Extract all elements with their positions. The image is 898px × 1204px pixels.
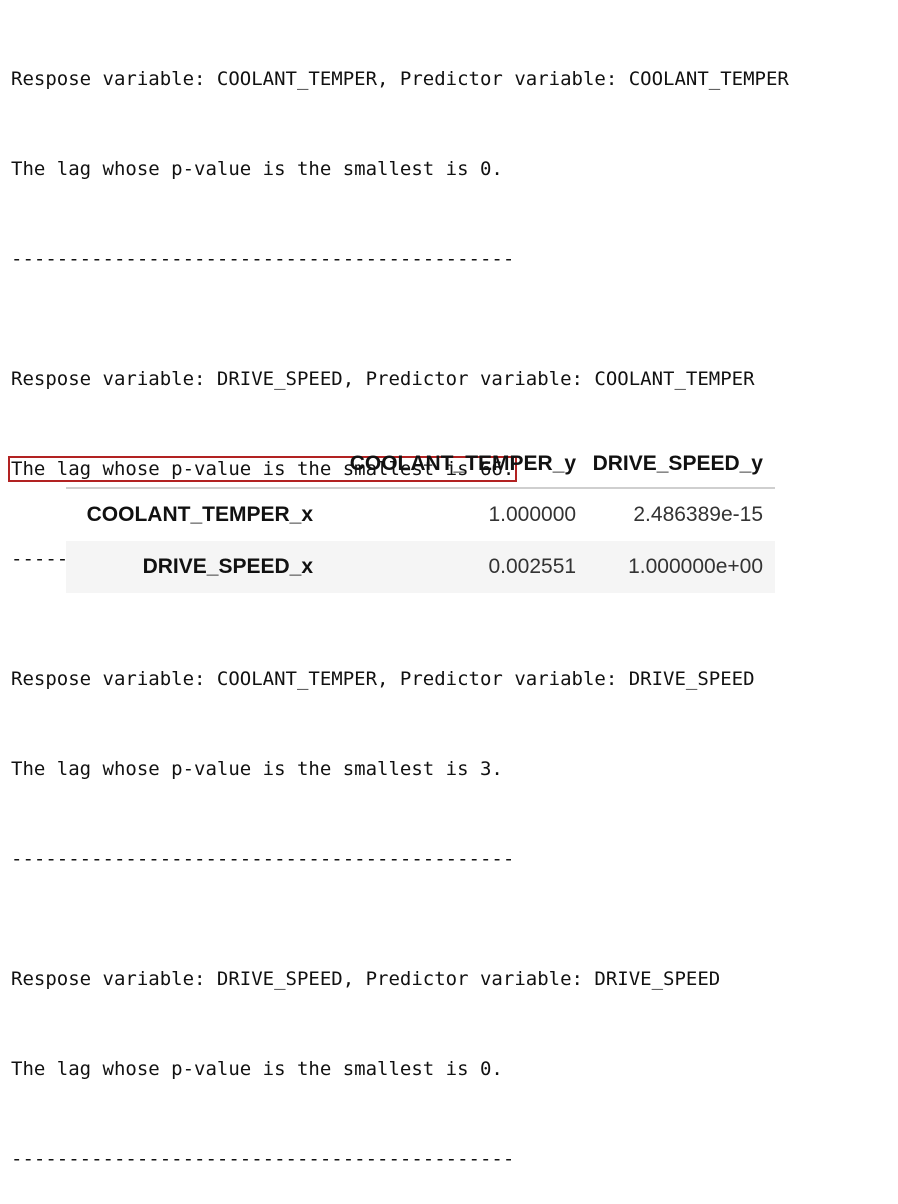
lag-line: The lag whose p-value is the smallest is… xyxy=(11,158,503,180)
dataframe-output: COOLANT_TEMPER_y DRIVE_SPEED_y COOLANT_T… xyxy=(66,441,775,593)
response-line: Respose variable: DRIVE_SPEED, Predictor… xyxy=(11,368,755,390)
lag-line: The lag whose p-value is the smallest is… xyxy=(11,758,503,780)
separator-line: ----------------------------------------… xyxy=(11,1148,515,1170)
corner-header xyxy=(66,441,326,489)
column-header-drive-speed-y: DRIVE_SPEED_y xyxy=(588,441,775,489)
console-output: Respose variable: COOLANT_TEMPER, Predic… xyxy=(7,4,891,1204)
response-line: Respose variable: COOLANT_TEMPER, Predic… xyxy=(11,668,755,690)
response-line: Respose variable: COOLANT_TEMPER, Predic… xyxy=(11,68,789,90)
separator-line: ----------------------------------------… xyxy=(11,248,515,270)
table-cell: 2.486389e-15 xyxy=(633,503,763,526)
row-index-label: COOLANT_TEMPER_x xyxy=(86,503,314,526)
table-cell: 0.002551 xyxy=(488,555,577,578)
row-index-label: DRIVE_SPEED_x xyxy=(142,555,314,578)
table-row: COOLANT_TEMPER_x 1.000000 2.486389e-15 xyxy=(66,488,775,541)
table-cell: 1.000000 xyxy=(488,503,577,526)
table-cell: 1.000000e+00 xyxy=(628,555,763,578)
response-line: Respose variable: DRIVE_SPEED, Predictor… xyxy=(11,968,721,990)
separator-line: ----------------------------------------… xyxy=(11,548,515,570)
column-header-coolant-temper-y: COOLANT_TEMPER_y xyxy=(325,441,589,489)
table-row: DRIVE_SPEED_x 0.002551 1.000000e+00 xyxy=(66,541,775,593)
correlation-table: COOLANT_TEMPER_y DRIVE_SPEED_y COOLANT_T… xyxy=(66,441,775,593)
lag-line: The lag whose p-value is the smallest is… xyxy=(11,1058,503,1080)
table-header-row: COOLANT_TEMPER_y DRIVE_SPEED_y xyxy=(66,441,775,489)
separator-line: ----------------------------------------… xyxy=(11,848,515,870)
